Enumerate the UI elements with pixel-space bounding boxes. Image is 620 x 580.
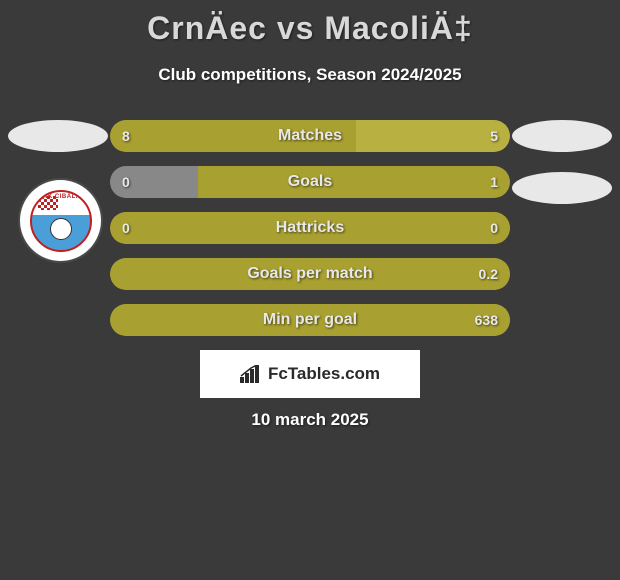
stat-bar: 01Goals [110, 166, 510, 198]
club-badge: HNK CIBALIA [18, 178, 103, 263]
stat-bar: 85Matches [110, 120, 510, 152]
club-badge-checker [38, 196, 58, 210]
player-avatar-right-2 [512, 172, 612, 204]
stat-label: Goals [110, 173, 510, 191]
player-avatar-left [8, 120, 108, 152]
stat-bar: 00Hattricks [110, 212, 510, 244]
page-date: 10 march 2025 [0, 410, 620, 430]
page-title: CrnÄec vs MacoliÄ‡ [0, 0, 620, 47]
stat-label: Goals per match [110, 265, 510, 283]
bar-chart-icon [240, 365, 262, 383]
stat-bar: 638Min per goal [110, 304, 510, 336]
footer-brand-box: FcTables.com [200, 350, 420, 398]
stat-bar: 0.2Goals per match [110, 258, 510, 290]
page-subtitle: Club competitions, Season 2024/2025 [0, 65, 620, 85]
stat-label: Matches [110, 127, 510, 145]
comparison-chart: 85Matches 01Goals 00Hattricks 0.2Goals per … [110, 120, 510, 350]
player-avatar-right-1 [512, 120, 612, 152]
footer-brand-text: FcTables.com [268, 364, 380, 384]
footer-brand: FcTables.com [240, 364, 380, 384]
stat-label: Hattricks [110, 219, 510, 237]
stat-label: Min per goal [110, 311, 510, 329]
club-badge-inner: HNK CIBALIA [30, 190, 92, 252]
club-badge-ball [50, 218, 72, 240]
